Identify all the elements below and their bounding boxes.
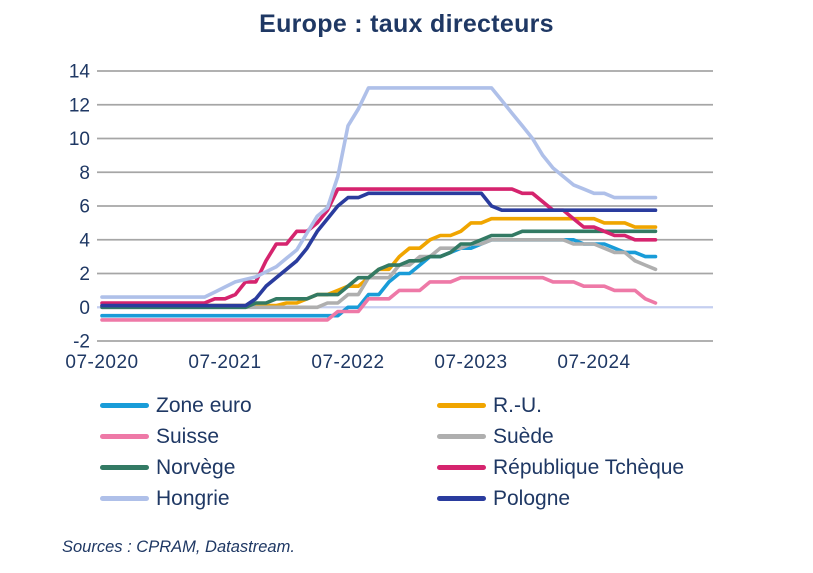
x-axis-tick-labels: 07-2020 07-2021 07-2022 07-2023 07-2024	[65, 352, 630, 373]
x-tick-label: 07-2020	[65, 352, 138, 373]
y-tick-label: 8	[79, 163, 90, 184]
legend-swatch-republique-tcheque	[437, 465, 486, 470]
x-tick-label: 07-2023	[434, 352, 507, 373]
series-line-pologne	[100, 191, 658, 308]
legend-label-norvege: Norvège	[156, 455, 236, 479]
legend-label-zone-euro: Zone euro	[156, 393, 252, 417]
legend-swatch-suisse	[100, 434, 149, 439]
chart-legend: Zone euro R.-U. Suisse Suède Norvège Républiq…	[100, 390, 813, 514]
source-note: Sources : CPRAM, Datastream.	[62, 538, 295, 556]
x-tick-label: 07-2024	[557, 352, 630, 373]
legend-label-suede: Suède	[493, 424, 554, 448]
y-tick-label: 0	[79, 298, 90, 319]
y-axis-tick-labels: 14 12 10 8 6 4 2 0 -2	[69, 62, 91, 353]
legend-item-r-u: R.-U.	[437, 394, 813, 418]
legend-swatch-suede	[437, 434, 486, 439]
series-line-suisse	[100, 275, 658, 322]
legend-label-hongrie: Hongrie	[156, 486, 230, 510]
y-tick-label: 14	[69, 62, 91, 83]
y-tick-label: -2	[73, 332, 90, 353]
legend-item-republique-tcheque: République Tchèque	[437, 456, 813, 480]
legend-swatch-pologne	[437, 496, 486, 501]
legend-swatch-r-u	[437, 403, 486, 408]
legend-label-republique-tcheque: République Tchèque	[493, 455, 685, 479]
legend-item-suisse: Suisse	[100, 425, 437, 449]
x-tick-label: 07-2021	[188, 352, 261, 373]
chart-title: Europe : taux directeurs	[259, 10, 554, 38]
y-tick-label: 2	[79, 264, 90, 285]
y-tick-label: 12	[69, 95, 90, 116]
y-tick-label: 6	[79, 197, 90, 218]
legend-item-hongrie: Hongrie	[100, 487, 437, 511]
legend-item-pologne: Pologne	[437, 487, 813, 511]
series-lines	[100, 86, 658, 322]
gridlines	[97, 70, 713, 342]
legend-label-suisse: Suisse	[156, 424, 220, 448]
x-tick-label: 07-2022	[311, 352, 384, 373]
legend-label-r-u: R.-U.	[493, 393, 542, 417]
y-tick-label: 4	[79, 230, 90, 251]
legend-item-zone-euro: Zone euro	[100, 394, 437, 418]
legend-item-suede: Suède	[437, 425, 813, 449]
legend-item-norvege: Norvège	[100, 456, 437, 480]
series-line-hongrie	[100, 86, 658, 299]
legend-swatch-zone-euro	[100, 403, 149, 408]
legend-swatch-hongrie	[100, 496, 149, 501]
legend-swatch-norvege	[100, 465, 149, 470]
y-tick-label: 10	[69, 129, 90, 150]
legend-label-pologne: Pologne	[493, 486, 571, 510]
